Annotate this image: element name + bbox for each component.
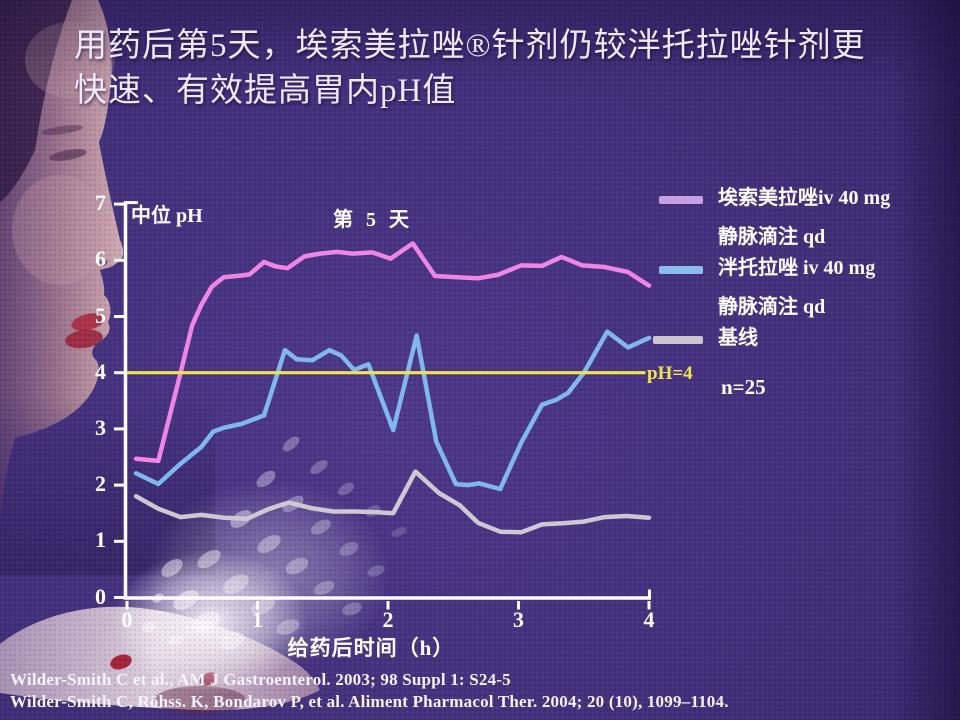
legend-label-esomeprazole-line1: 埃索美拉唑iv 40 mg xyxy=(718,187,891,209)
legend-swatch-baseline xyxy=(653,336,703,344)
y-tick-label: 5 xyxy=(95,302,106,328)
references: Wilder-Smith C et al., AM J Gastroentero… xyxy=(10,669,729,713)
y-tick-label: 3 xyxy=(95,414,106,440)
y-tick-label: 6 xyxy=(95,246,106,272)
slide-title-line2: 快速、有效提高胃内pH值 xyxy=(74,73,457,109)
ph4-reference-label: pH=4 xyxy=(647,363,693,384)
y-tick-label: 1 xyxy=(95,527,106,553)
series-line-0 xyxy=(133,241,652,464)
chart-title: 第 5 天 xyxy=(333,209,413,231)
y-axis-title: 中位 pH xyxy=(131,205,203,227)
x-tick-label: 3 xyxy=(513,607,524,632)
y-tick-label: 2 xyxy=(95,471,106,497)
slide-title: 用药后第5天，埃索美拉唑®针剂仍较泮托拉唑针剂更 快速、有效提高胃内pH值 xyxy=(74,24,954,114)
legend-swatch-pantoprazole xyxy=(659,266,703,274)
x-tick-label: 4 xyxy=(643,607,655,632)
y-tick-label: 4 xyxy=(95,358,106,384)
reference-citation-2: Wilder-Smith C, Röhss. K, Bondarov P, et… xyxy=(10,692,729,711)
y-tick-label: 7 xyxy=(95,190,106,216)
legend-swatch-esomeprazole xyxy=(659,196,703,204)
legend-label-baseline: 基线 xyxy=(718,327,758,349)
series-line-1 xyxy=(133,329,652,492)
legend-label-pantoprazole-line2: 静脉滴注 qd xyxy=(718,296,826,318)
reference-citation-1: Wilder-Smith C et al., AM J Gastroentero… xyxy=(10,670,511,689)
legend-label-pantoprazole-line1: 泮托拉唑 iv 40 mg xyxy=(718,257,876,279)
sample-size-label: n=25 xyxy=(721,375,766,399)
x-tick-label: 2 xyxy=(382,607,394,632)
x-tick-label: 1 xyxy=(252,607,263,632)
legend-label-esomeprazole-line2: 静脉滴注 qd xyxy=(718,226,826,248)
x-tick-label: 0 xyxy=(121,607,133,632)
y-tick-label: 0 xyxy=(95,583,106,609)
slide-title-line1: 用药后第5天，埃索美拉唑®针剂仍较泮托拉唑针剂更 xyxy=(74,28,866,64)
x-axis-title: 给药后时间（h） xyxy=(287,636,455,660)
series-line-2 xyxy=(133,469,652,535)
